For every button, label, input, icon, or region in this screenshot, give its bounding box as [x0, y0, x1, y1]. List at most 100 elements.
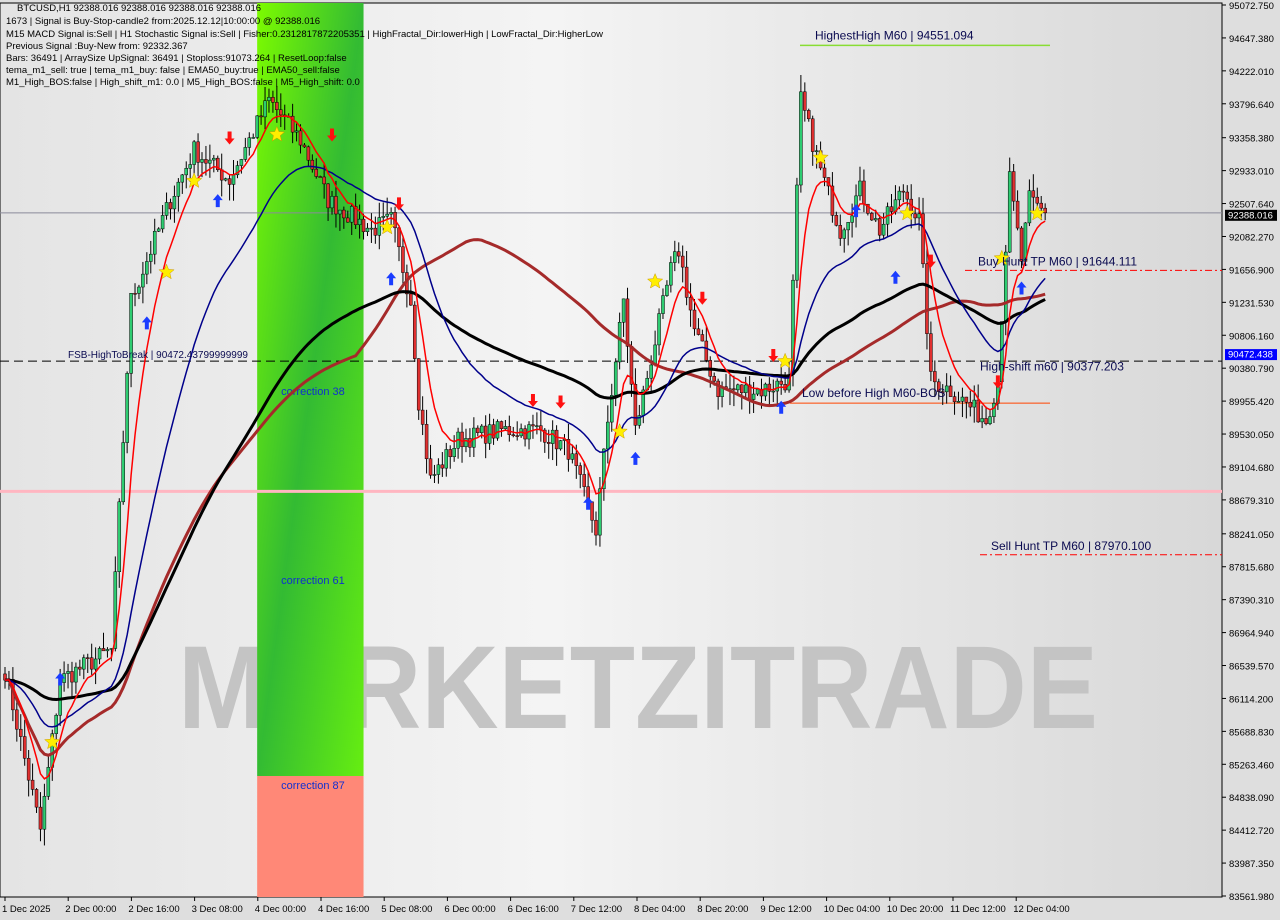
buy-arrow-icon [851, 204, 862, 218]
candle-body [369, 227, 374, 230]
candle [830, 172, 835, 223]
candle-body [873, 218, 878, 221]
candle-body [838, 225, 843, 239]
candle-body [156, 228, 161, 232]
candle-body [1039, 202, 1043, 209]
candle-body [101, 648, 106, 652]
candle [42, 783, 47, 846]
candle [365, 223, 370, 237]
buy-arrow-icon [776, 400, 787, 414]
candle-body [988, 416, 992, 425]
candle-body [889, 206, 894, 212]
y-tick-label: 94222.010 [1229, 67, 1274, 78]
candle-body [298, 130, 303, 146]
buy-arrow-icon [630, 451, 641, 465]
candle [326, 183, 330, 221]
candle-body [771, 390, 776, 393]
candle [476, 425, 480, 437]
candle-body [590, 501, 594, 521]
candle-body [263, 100, 267, 118]
candle-body [452, 448, 456, 458]
candle [306, 145, 311, 167]
candle [440, 452, 445, 477]
candle-body [743, 384, 748, 394]
y-tick-label: 86114.200 [1229, 694, 1273, 705]
candle-body [602, 448, 606, 490]
candle [499, 420, 504, 437]
candle [267, 88, 271, 113]
candle [66, 663, 70, 689]
candle-body [921, 213, 925, 265]
candle-body [476, 427, 480, 433]
candle [1043, 203, 1047, 221]
candle-body [255, 115, 259, 138]
candle-body [1031, 190, 1036, 198]
candle-body [1035, 196, 1040, 204]
x-tick-label: 12 Dec 04:00 [1013, 904, 1070, 915]
candle [448, 445, 452, 469]
candle [602, 448, 606, 501]
candle [960, 387, 965, 418]
candle [495, 419, 500, 441]
x-tick-label: 7 Dec 12:00 [571, 904, 622, 915]
candle-body [515, 435, 519, 437]
x-tick-label: 6 Dec 00:00 [444, 904, 495, 915]
candle-body [334, 196, 338, 215]
candle-body [511, 434, 516, 436]
candle-body [680, 255, 685, 268]
candle [15, 699, 19, 742]
candle-body [137, 286, 141, 294]
candle [1035, 187, 1040, 206]
candle-body [956, 400, 961, 403]
candle-body [870, 213, 874, 221]
candle [732, 375, 736, 407]
candle [566, 423, 571, 472]
candle [208, 144, 212, 178]
candle [807, 108, 811, 122]
candle-body [381, 216, 385, 218]
candle [89, 643, 94, 675]
y-tick-label: 92933.010 [1229, 167, 1274, 178]
candle [578, 462, 582, 489]
candle-body [621, 298, 626, 323]
x-tick-label: 9 Dec 12:00 [760, 904, 811, 915]
candle [223, 177, 228, 182]
ema-mid-line [4, 165, 1046, 728]
candle-body [992, 403, 996, 417]
x-tick-label: 8 Dec 20:00 [697, 904, 748, 915]
candle [1015, 190, 1020, 231]
candle [298, 124, 303, 154]
candle [432, 464, 437, 483]
candle [251, 133, 255, 139]
x-tick-label: 1 Dec 2025 [2, 904, 51, 915]
candle [558, 439, 563, 451]
candle [870, 211, 874, 221]
candle-body [649, 364, 653, 379]
candle-body [129, 293, 133, 374]
candle [227, 174, 232, 201]
candle-body [606, 421, 610, 450]
star-signal-icon [268, 125, 286, 142]
candle-body [495, 421, 500, 439]
zone-label-correction_61: correction 61 [281, 575, 345, 587]
candle [428, 444, 433, 479]
candle [929, 321, 933, 382]
candle-body [846, 222, 850, 231]
x-tick-label: 8 Dec 04:00 [634, 904, 685, 915]
candle [180, 173, 185, 194]
candle-body [82, 657, 86, 670]
candle-body [712, 376, 716, 382]
candle [925, 247, 929, 350]
candle-body [133, 293, 137, 295]
x-tick-label: 3 Dec 08:00 [192, 904, 243, 915]
candle-body [141, 273, 145, 288]
candle-body [479, 425, 484, 433]
candle-body [676, 251, 681, 257]
candle [149, 240, 153, 274]
info-line-bos: M1_High_BOS:false | High_shift_m1: 0.0 |… [6, 77, 360, 88]
candle [598, 476, 602, 547]
candle [621, 298, 626, 337]
y-tick-label: 84838.090 [1229, 793, 1274, 804]
info-line-previous: Previous Signal :Buy-New from: 92332.367 [6, 41, 188, 52]
